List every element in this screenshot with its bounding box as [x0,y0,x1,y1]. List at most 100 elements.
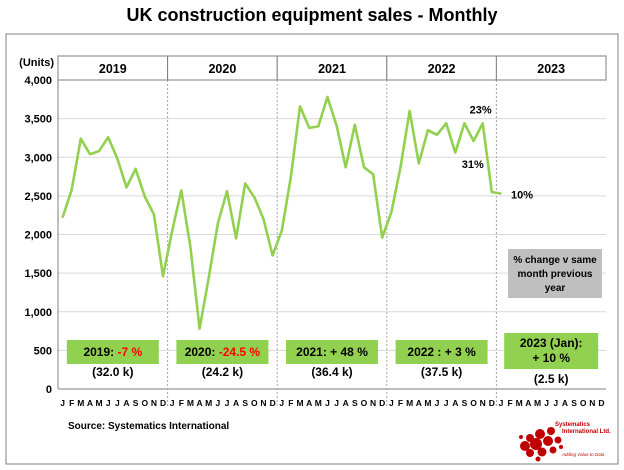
data-point [180,189,183,192]
year-total-label: (2.5 k) [534,372,569,386]
data-point [472,140,475,142]
data-point [372,173,374,176]
month-label: A [562,398,568,408]
data-point [491,191,493,193]
data-point [308,127,310,129]
month-label: J [334,398,339,408]
month-label: A [233,398,239,408]
year-total-label: (36.4 k) [311,365,352,379]
data-point [290,175,292,178]
month-label: N [480,398,486,408]
year-header-label: 2023 [537,62,565,76]
month-label: M [424,398,431,408]
month-label: M [315,398,322,408]
data-point [153,213,155,216]
month-label: J [444,398,449,408]
year-header-label: 2021 [318,62,346,76]
data-point [335,124,338,127]
note-line-3: year [545,283,566,294]
month-label: N [260,398,266,408]
month-label: M [77,398,84,408]
chart-title: UK construction equipment sales - Monthl… [126,5,497,25]
year-change-box [286,340,378,364]
data-point [217,222,219,225]
data-point [299,105,301,108]
month-label: D [160,398,166,408]
plot-frame [5,33,619,465]
data-point [189,246,192,248]
year-header-label: 2019 [99,62,127,76]
month-label: M [296,398,303,408]
year-header: 2019 2020 2021 2022 2023 [57,55,607,81]
y-axis-label: (Units) [19,57,54,69]
month-label: J [499,398,504,408]
month-label: J [60,398,65,408]
data-point [61,216,64,219]
note-box-bg [508,249,602,298]
month-label: S [352,398,358,408]
month-label: D [379,398,385,408]
year-change-box [395,340,488,364]
month-label: N [370,398,376,408]
month-label: A [343,398,349,408]
year-change-label: 2023 (Jan): [520,336,583,350]
year-change-label: 2022 : + 3 % [407,345,476,359]
month-label: O [361,398,368,408]
data-point [262,218,265,220]
data-point [143,195,146,198]
month-label: A [196,398,202,408]
month-label: J [553,398,558,408]
month-label: J [435,398,440,408]
month-label: S [242,398,248,408]
month-label: M [205,398,212,408]
year-total-label: (37.5 k) [421,365,462,379]
year-header-cell [57,55,169,81]
annotations: 23% 31% 10% [462,104,533,201]
source-text: Source: Systematics International [68,421,229,432]
month-label: A [416,398,422,408]
logo: Systematics International Ltd. Adding Va… [519,422,611,462]
y-tick-label: 2,500 [24,191,52,203]
note-line-1: % change v same [513,255,597,266]
y-tick-label: 500 [34,345,52,357]
data-point [454,151,457,154]
data-point [445,122,447,125]
month-label: A [123,398,129,408]
month-label: J [225,398,230,408]
data-point [198,327,201,330]
year-change-label: 2021: + 48 % [296,345,368,359]
data-point [390,211,393,213]
month-label: S [571,398,577,408]
year-separators [167,80,497,407]
year-header-cell [495,55,607,81]
data-point [481,122,484,125]
month-label: S [462,398,468,408]
year-change-label: 2019: -7 % [83,345,142,359]
month-label: J [279,398,284,408]
data-point [235,237,237,240]
series-line-path [61,95,502,331]
data-point [171,229,173,232]
data-point [354,124,356,126]
month-label: M [534,398,541,408]
data-point [408,110,411,112]
data-point [125,186,128,189]
month-label: N [151,398,157,408]
data-point [381,236,384,239]
y-tick-label: 1,000 [24,307,52,319]
data-point [399,166,402,169]
month-label: F [69,398,74,408]
month-label: J [115,398,120,408]
y-axis-ticks: 0 500 1,000 1,500 2,000 2,500 3,000 3,500 4,000 [24,75,52,396]
month-label: M [187,398,194,408]
data-point [226,190,228,193]
y-tick-label: 3,000 [24,152,52,164]
month-label: D [270,398,276,408]
month-label: M [96,398,103,408]
year-total-label: (32.0 k) [92,365,133,379]
logo-name: Systematics [555,422,591,428]
y-tick-label: 0 [46,384,52,396]
annotation-label: 31% [462,159,484,171]
data-point [70,188,73,191]
